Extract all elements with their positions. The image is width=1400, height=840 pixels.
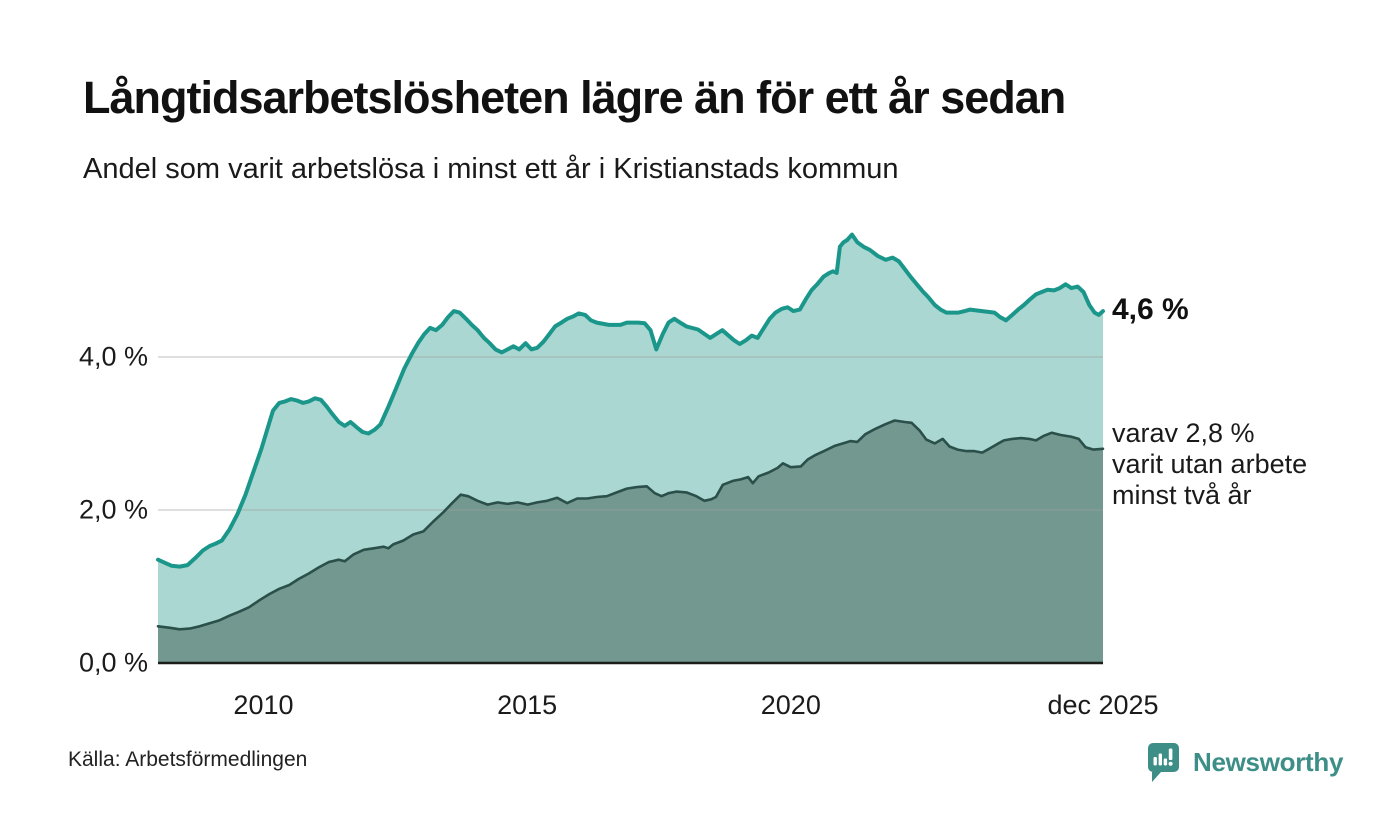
- chart-subtitle: Andel som varit arbetslösa i minst ett å…: [83, 153, 899, 185]
- y-axis-tick-label: 2,0 %: [78, 494, 148, 525]
- annotation-line: varit utan arbete: [1112, 449, 1308, 479]
- newsworthy-logo: Newsworthy: [1146, 742, 1343, 784]
- page-title: Långtidsarbetslösheten lägre än för ett …: [83, 72, 1066, 123]
- x-axis-tick-label: 2010: [233, 690, 294, 720]
- x-axis-tick-label: dec 2025: [1047, 690, 1159, 720]
- x-axis-tick-label: 2015: [497, 690, 558, 720]
- secondary-series-annotation: varav 2,8 % varit utan arbete minst två …: [1112, 418, 1307, 511]
- y-axis-tick-label: 4,0 %: [78, 341, 148, 372]
- source-credit: Källa: Arbetsförmedlingen: [68, 748, 308, 771]
- newsworthy-logo-text: Newsworthy: [1193, 747, 1344, 777]
- latest-value-label: 4,6 %: [1112, 293, 1189, 326]
- newsworthy-logo-icon: [1148, 743, 1179, 782]
- annotation-line: varav 2,8 %: [1112, 418, 1255, 448]
- x-axis-tick-label: 2020: [760, 690, 821, 720]
- annotation-line: minst två år: [1112, 480, 1252, 510]
- y-axis-tick-label: 0,0 %: [78, 647, 148, 678]
